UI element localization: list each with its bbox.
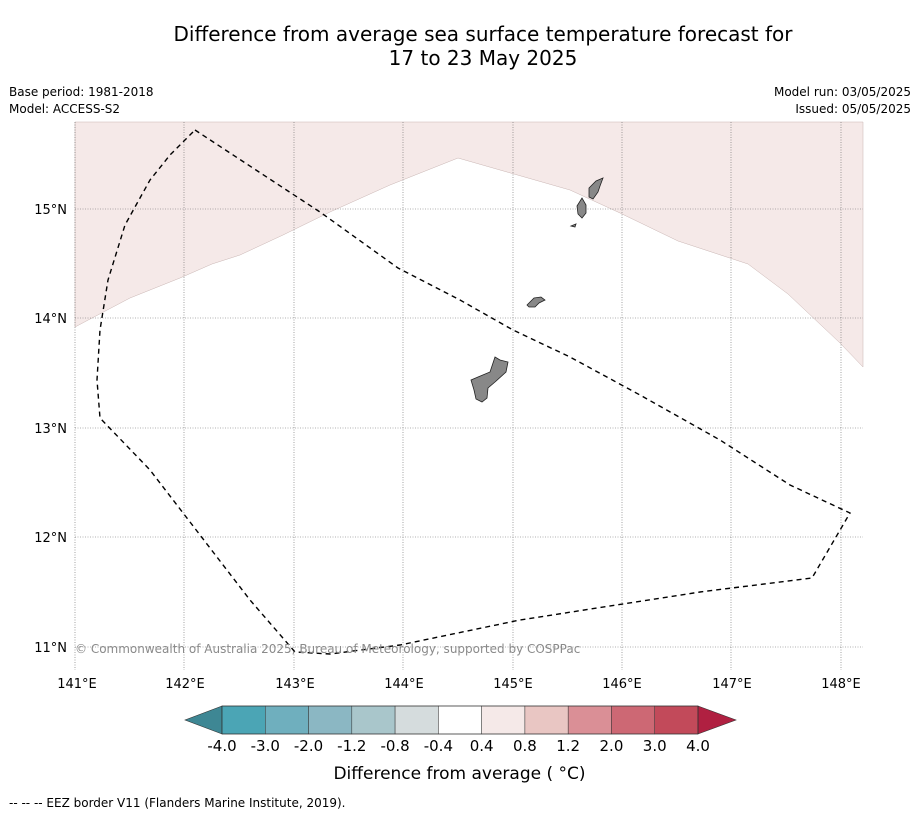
colorbar-segment: [654, 705, 699, 735]
colorbar-tick-label: 1.2: [556, 737, 580, 755]
colorbar-title: Difference from average ( °C): [333, 764, 586, 784]
islands: [470, 177, 604, 403]
island-tinian: [576, 197, 587, 219]
map-title: Difference from average sea surface temp…: [0, 22, 919, 70]
colorbar-segment: [481, 705, 526, 735]
colorbar-segment: [265, 705, 309, 735]
meta-right: Model run: 03/05/2025 Issued: 05/05/2025: [774, 84, 911, 118]
lon-label: 148°E: [821, 677, 861, 692]
lon-labels: 141°E 142°E 143°E 144°E 145°E 146°E 147°…: [57, 677, 861, 692]
colorbar-segment: [567, 705, 612, 735]
copyright-text: © Commonwealth of Australia 2025, Bureau…: [75, 642, 580, 656]
colorbar-outline: [221, 705, 699, 735]
colorbar-segment: [394, 705, 439, 735]
title-line-1: Difference from average sea surface temp…: [173, 22, 793, 46]
colorbar-tick-label: 3.0: [643, 737, 667, 755]
lon-label: 143°E: [275, 677, 315, 692]
colorbar-tick-label: 0.4: [470, 737, 494, 755]
title-line-2: 17 to 23 May 2025: [388, 46, 578, 70]
colorbar-tick-label: -2.0: [294, 737, 323, 755]
colorbar-under-triangle: [184, 705, 223, 735]
colorbar-segment: [611, 705, 655, 735]
colorbar-segment: [351, 705, 396, 735]
colorbar: -4.0 -3.0 -2.0 -1.2 -0.8 -0.4 0.4 0.8 1.2 2.0 3.0 4…: [184, 705, 737, 755]
colorbar-segment: [221, 705, 266, 735]
colorbar-segment: [308, 705, 353, 735]
lat-labels: 15°N 14°N 13°N 12°N 11°N: [34, 203, 67, 656]
island-aguijan: [569, 223, 577, 228]
lon-label: 142°E: [165, 677, 205, 692]
colorbar-segment: [438, 705, 482, 735]
anomaly-region: [74, 121, 864, 368]
lon-label: 146°E: [602, 677, 642, 692]
meta-left: Base period: 1981-2018 Model: ACCESS-S2: [9, 84, 154, 118]
island-saipan: [588, 177, 604, 200]
colorbar-tick-label: 0.8: [513, 737, 537, 755]
colorbar-tick-label: -4.0: [207, 737, 236, 755]
model-name: Model: ACCESS-S2: [9, 102, 121, 116]
eez-legend-note: -- -- -- EEZ border V11 (Flanders Marine…: [9, 796, 346, 810]
eez-border: [96, 129, 851, 655]
lon-label: 147°E: [712, 677, 752, 692]
colorbar-tick-label: -3.0: [251, 737, 280, 755]
lon-label: 141°E: [57, 677, 97, 692]
lat-label: 13°N: [34, 422, 67, 437]
lat-label: 11°N: [34, 641, 67, 656]
colorbar-ticks: -4.0 -3.0 -2.0 -1.2 -0.8 -0.4 0.4 0.8 1.2 2.0 3.0 4…: [207, 737, 710, 755]
lat-label: 12°N: [34, 531, 67, 546]
colorbar-over-triangle: [697, 705, 737, 735]
issued-date: Issued: 05/05/2025: [795, 102, 911, 116]
lon-label: 145°E: [493, 677, 533, 692]
lon-label: 144°E: [384, 677, 424, 692]
island-rota: [526, 296, 546, 308]
island-guam: [470, 356, 509, 403]
colorbar-segments: [221, 705, 699, 735]
colorbar-segment: [524, 705, 569, 735]
base-period: Base period: 1981-2018: [9, 85, 154, 99]
lat-label: 14°N: [34, 312, 67, 327]
colorbar-tick-label: -0.8: [380, 737, 409, 755]
colorbar-tick-label: 4.0: [686, 737, 710, 755]
colorbar-tick-label: -0.4: [424, 737, 453, 755]
lat-label: 15°N: [34, 203, 67, 218]
colorbar-tick-label: 2.0: [600, 737, 624, 755]
colorbar-tick-label: -1.2: [337, 737, 366, 755]
model-run: Model run: 03/05/2025: [773, 85, 911, 99]
